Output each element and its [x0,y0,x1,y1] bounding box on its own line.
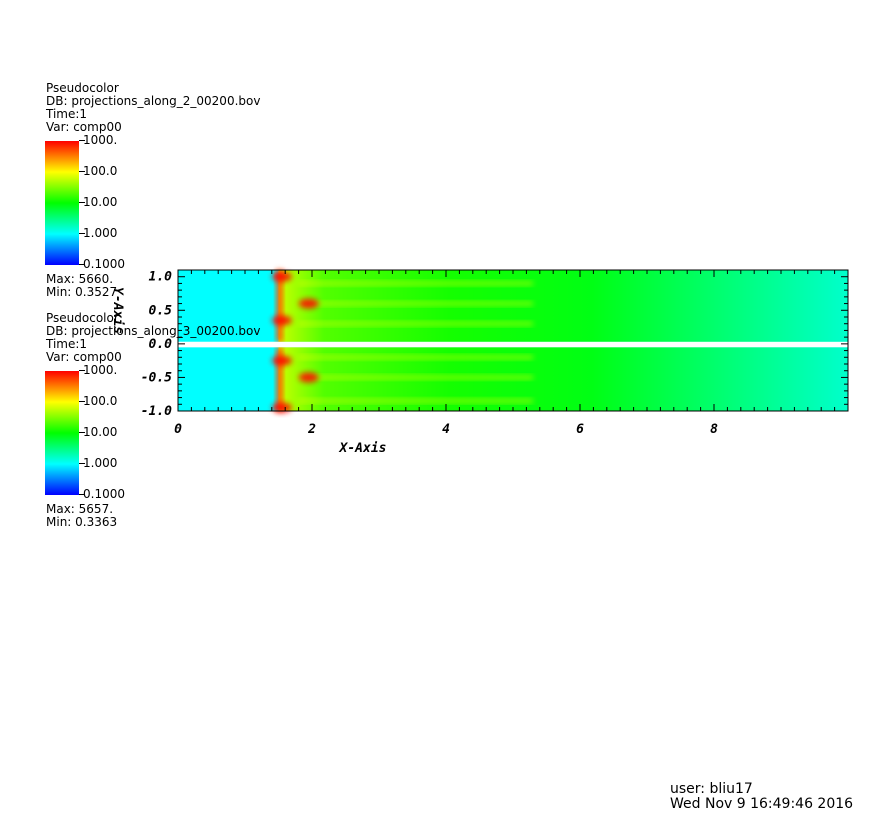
bright-spot [271,315,292,326]
y-tick-label: 1.0 [149,270,173,285]
bright-spot [298,372,319,383]
colorbar-tick: 1.000 [78,456,118,470]
bright-spot [271,355,292,366]
x-tick-label: 2 [307,422,316,437]
colorbar-tick: 1000. [78,133,118,147]
y-tick-label: -1.0 [141,404,172,419]
x-tick-label: 0 [174,422,182,437]
bright-spot [298,298,319,309]
colorbar-tick: 10.00 [78,425,118,439]
y-tick-label: 0.5 [149,303,173,318]
bright-spot [271,271,292,282]
legend-var: Var: comp00 [46,120,122,134]
heatmap-panel [178,347,848,413]
legend-var: Var: comp00 [46,350,122,364]
colorbar [45,141,79,265]
legend-title: Pseudocolor [46,311,119,325]
colorbar-tick: 0.1000 [79,487,125,501]
colorbar-tick: 100.0 [78,164,118,178]
y-axis-title: Y-Axis [110,287,125,334]
heatmap-panel [178,270,848,342]
colorbar-tick: 0.1000 [79,257,125,271]
legend-max: Max: 5660. [46,272,114,286]
timestamp-label: Wed Nov 9 16:49:46 2016 [670,796,854,812]
colorbar-tick: 100.0 [78,394,118,408]
jet-streak [298,321,533,326]
shock-front [276,347,283,411]
legend-time: Time:1 [46,337,88,351]
legend-min: Min: 0.3363 [46,515,118,529]
legend-db: DB: projections_along_2_00200.bov [46,94,261,108]
y-tick-label: 0.0 [149,337,173,352]
jet-streak [298,375,533,380]
jet-streak [298,355,533,360]
jet-streak [298,301,533,306]
x-tick-label: 6 [576,422,584,437]
colorbar-tick: 10.00 [78,195,118,209]
downstream-region [278,270,848,342]
legend-db: DB: projections_along_3_00200.bov [46,324,261,338]
panel-gap [178,341,848,348]
y-tick-label: -0.5 [141,370,172,385]
jet-streak [298,398,533,403]
legend-min: Min: 0.3527 [46,285,118,299]
legend-max: Max: 5657. [46,502,114,516]
shock-front [276,270,283,342]
colorbar [45,371,79,495]
x-tick-label: 8 [710,422,718,437]
legend-time: Time:1 [46,107,88,121]
jet-streak [298,281,533,286]
colorbar-tick: 1.000 [78,226,118,240]
x-axis-title: X-Axis [339,441,387,456]
bright-spot [271,402,292,413]
legend-title: Pseudocolor [46,81,119,95]
x-tick-label: 4 [442,422,450,437]
user-label: user: bliu17 [670,781,753,797]
colorbar-tick: 1000. [78,363,118,377]
